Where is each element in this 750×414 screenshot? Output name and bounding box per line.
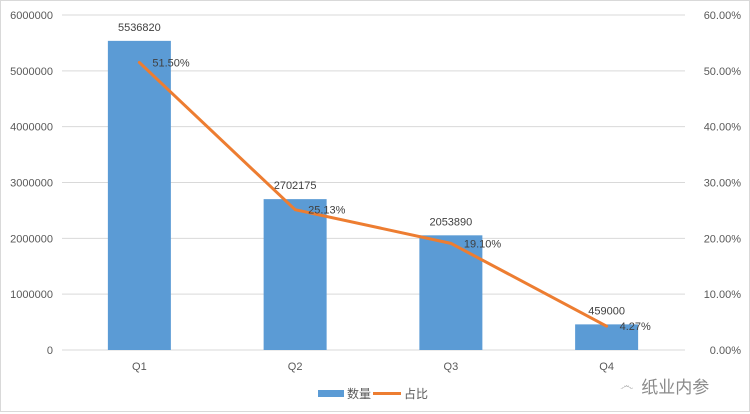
y-right-tick: 20.00%	[704, 233, 742, 245]
bar-q3	[419, 235, 483, 350]
share-line	[137, 60, 609, 328]
line-value-label: 19.10%	[464, 238, 502, 250]
line-value-label: 4.27%	[620, 321, 651, 333]
y-left-tick: 3000000	[10, 178, 53, 190]
bar-value-label: 2053890	[429, 216, 472, 228]
wechat-icon: ෴	[620, 377, 634, 393]
bar-q2	[263, 199, 327, 350]
watermark-text: 纸业内参	[641, 378, 710, 397]
y-right-tick: 50.00%	[704, 66, 742, 78]
y-right-tick: 0.00%	[710, 345, 741, 357]
legend-line-swatch	[373, 392, 402, 395]
legend-line-label: 占比	[404, 387, 429, 401]
bar-q4	[575, 324, 639, 350]
line-value-label: 25.13%	[308, 205, 346, 217]
line-value-label: 51.50%	[152, 57, 190, 69]
y-left-tick: 5000000	[10, 66, 53, 78]
y-right-tick: 10.00%	[704, 289, 742, 301]
legend-bar-label: 数量	[347, 387, 372, 401]
y-right-tick: 60.00%	[704, 10, 742, 22]
bar-value-label: 459000	[588, 305, 625, 317]
y-left-tick: 2000000	[10, 233, 53, 245]
bar-value-label: 5536820	[118, 22, 161, 34]
y-left-tick: 4000000	[10, 122, 53, 134]
x-tick-label: Q4	[599, 361, 614, 373]
legend: 数量 占比	[318, 385, 428, 402]
watermark: ෴ 纸业内参	[620, 373, 709, 398]
y-right-tick: 40.00%	[704, 122, 742, 134]
y-right-tick: 30.00%	[704, 178, 742, 190]
y-left-tick: 0	[47, 345, 53, 357]
x-tick-label: Q3	[444, 361, 459, 373]
x-tick-label: Q1	[132, 361, 147, 373]
bar-value-label: 2702175	[274, 180, 317, 192]
y-left-tick: 1000000	[10, 289, 53, 301]
y-left-tick: 6000000	[10, 10, 53, 22]
bar-q1	[107, 40, 171, 351]
x-tick-label: Q2	[288, 361, 303, 373]
legend-bar-swatch	[318, 390, 344, 397]
